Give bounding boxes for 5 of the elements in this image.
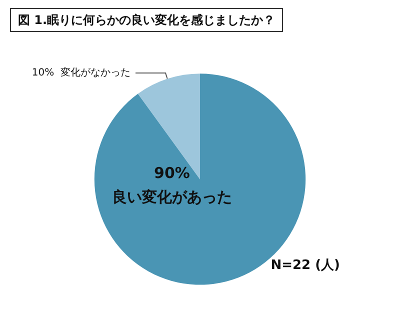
chart-title: 図 1.眠りに何らかの良い変化を感じましたか？ xyxy=(18,13,276,27)
slice-label: 良い変化があった xyxy=(112,188,232,206)
data-label: 90% xyxy=(154,164,190,182)
slice-label: 10% 変化がなかった xyxy=(32,66,131,79)
text: N=22 (人) xyxy=(270,258,340,273)
